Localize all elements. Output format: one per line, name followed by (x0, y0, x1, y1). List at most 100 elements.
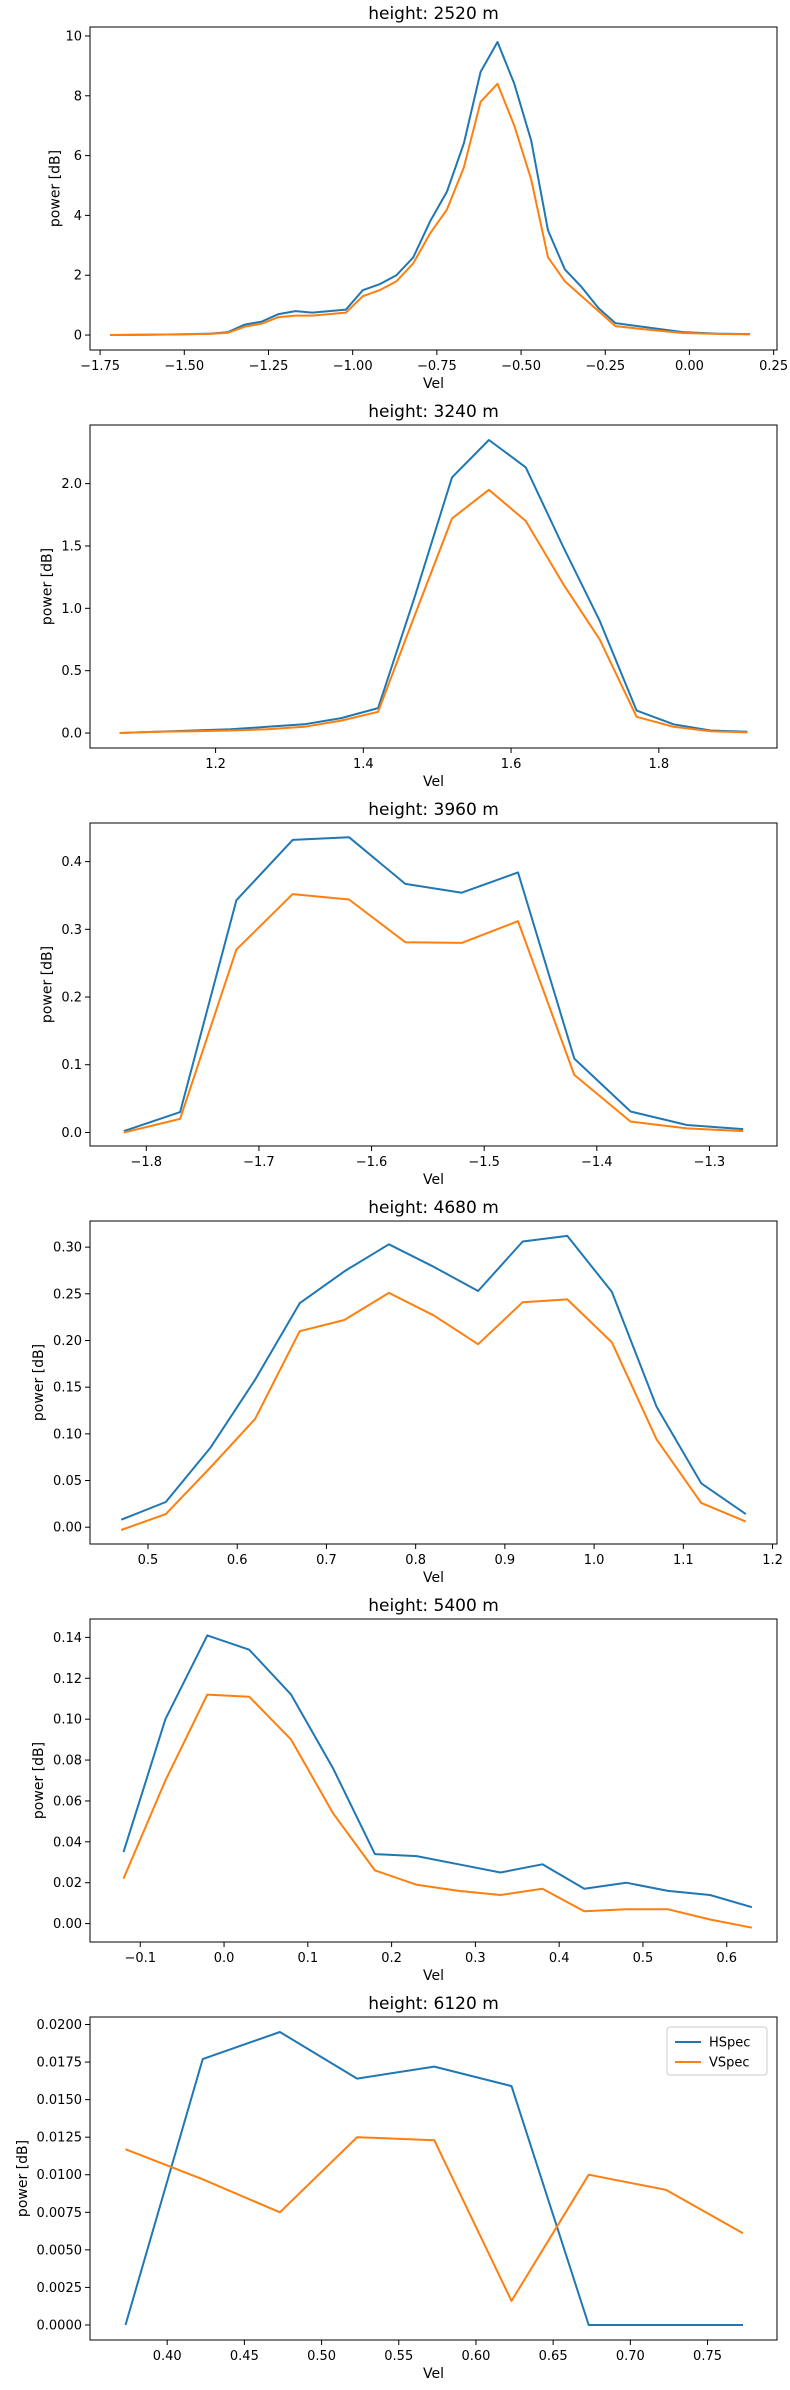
panel-3: height: 3960 m −1.8 −1.7 −1.6 −1.5 −1.4 −1.3 0.… (39, 800, 778, 1188)
y-tick-label: 0.08 (53, 1754, 82, 1769)
x-tick-label: −1.00 (333, 359, 373, 374)
y-axis-label: power [dB] (48, 150, 64, 227)
legend-label-vspec: VSpec (709, 2056, 750, 2071)
x-tick-label: 0.40 (153, 2349, 182, 2364)
y-tick-label: 0.04 (53, 1835, 82, 1850)
x-tick-label: 0.70 (616, 2349, 645, 2364)
x-tick-label: −1.8 (131, 1155, 163, 1170)
x-tick-label: 1.2 (762, 1553, 783, 1568)
x-tick-label: 0.1 (297, 1951, 318, 1966)
plot-frame (89, 2016, 778, 2341)
y-tick-label: 0.00 (53, 1521, 82, 1536)
panel-4: height: 4680 m 0.5 0.6 0.7 0.8 0.9 1.0 1.1 1.2 0.… (31, 1198, 783, 1586)
y-tick-label: 0.30 (53, 1241, 82, 1256)
chart-title: height: 5400 m (368, 1596, 499, 1616)
x-tick-label: 0.4 (549, 1951, 570, 1966)
y-tick-label: 0.0075 (37, 2206, 83, 2221)
x-tick-label: −1.75 (80, 359, 120, 374)
x-tick-label: −1.25 (249, 359, 289, 374)
y-tick-label: 0.0100 (37, 2168, 83, 2183)
y-tick-label: 0.25 (53, 1287, 82, 1302)
x-tick-label: 1.8 (648, 757, 669, 772)
x-tick-label: 0.9 (495, 1553, 516, 1568)
x-tick-label: 1.2 (205, 757, 226, 772)
plot-frame (89, 1618, 778, 1943)
y-tick-label: 4 (74, 209, 82, 224)
panel-1: height: 2520 m −1.75 −1.50 −1.25 −1.00 −0.75 −… (48, 4, 789, 392)
x-tick-label: −1.3 (694, 1155, 726, 1170)
y-axis-label: power [dB] (31, 1344, 47, 1421)
plot-frame (89, 424, 778, 749)
series-line-vspec (123, 893, 744, 1134)
y-tick-label: 0.10 (53, 1713, 82, 1728)
y-tick-label: 0.0000 (37, 2318, 83, 2333)
y-axis-label: power [dB] (31, 1742, 47, 1819)
series-line-vspec (120, 1291, 747, 1531)
y-tick-label: 8 (74, 89, 82, 104)
x-tick-label: 0.2 (381, 1951, 402, 1966)
chart-title: height: 3240 m (368, 402, 499, 422)
chart-title: height: 2520 m (368, 4, 499, 24)
series-line-hspec (120, 1234, 747, 1521)
x-tick-label: −0.50 (501, 359, 541, 374)
x-tick-label: 0.65 (539, 2349, 568, 2364)
x-tick-label: 1.4 (353, 757, 374, 772)
x-tick-label: 0.45 (230, 2349, 259, 2364)
y-tick-label: 0 (74, 329, 82, 344)
x-axis-label: Vel (423, 376, 444, 392)
x-tick-label: −0.1 (124, 1951, 156, 1966)
x-tick-label: 0.5 (138, 1553, 159, 1568)
y-tick-label: 0.02 (53, 1876, 82, 1891)
x-tick-label: 0.3 (465, 1951, 486, 1966)
series-line-vspec (122, 1693, 753, 1929)
x-tick-label: 0.60 (461, 2349, 490, 2364)
x-tick-label: 0.00 (675, 359, 704, 374)
plot-frame (89, 26, 778, 351)
x-tick-label: −1.5 (468, 1155, 500, 1170)
y-tick-label: 0.12 (53, 1672, 82, 1687)
x-tick-label: 0.6 (716, 1951, 737, 1966)
y-tick-label: 0.0200 (37, 2018, 83, 2033)
x-tick-label: −1.7 (243, 1155, 275, 1170)
x-tick-label: 0.7 (316, 1553, 337, 1568)
y-tick-label: 0.05 (53, 1474, 82, 1489)
panel-2: height: 3240 m 1.2 1.4 1.6 1.8 0.0 0.5 1.0 1.5 2.… (39, 402, 778, 790)
x-tick-label: −1.4 (581, 1155, 613, 1170)
y-tick-label: 0.3 (61, 923, 82, 938)
x-tick-label: 1.1 (673, 1553, 694, 1568)
series-line-hspec (119, 439, 748, 734)
y-tick-label: 2.0 (61, 477, 82, 492)
series-line-hspec (123, 836, 744, 1133)
x-tick-label: 0.50 (307, 2349, 336, 2364)
y-tick-label: 0.0 (61, 727, 82, 742)
x-tick-label: 1.6 (501, 757, 522, 772)
x-tick-label: 0.55 (384, 2349, 413, 2364)
series-line-hspec (110, 41, 751, 336)
y-tick-label: 1.0 (61, 602, 82, 617)
y-tick-label: 0.14 (53, 1631, 82, 1646)
legend: HSpec VSpec (666, 2026, 768, 2076)
x-tick-label: 0.25 (759, 359, 788, 374)
series-line-hspec (122, 1634, 753, 1909)
chart-title: height: 4680 m (368, 1198, 499, 1218)
y-tick-label: 0.0025 (37, 2281, 83, 2296)
legend-label-hspec: HSpec (709, 2036, 750, 2051)
y-tick-label: 6 (74, 149, 82, 164)
x-axis-label: Vel (423, 774, 444, 790)
x-tick-label: −1.50 (164, 359, 204, 374)
y-tick-label: 0.0175 (37, 2056, 83, 2071)
y-tick-label: 0.0050 (37, 2243, 83, 2258)
x-tick-label: 0.0 (214, 1951, 235, 1966)
x-axis-label: Vel (423, 2366, 444, 2382)
y-tick-label: 0.0 (61, 1126, 82, 1141)
y-tick-label: 0.0150 (37, 2093, 83, 2108)
x-axis-label: Vel (423, 1172, 444, 1188)
y-tick-label: 0.00 (53, 1917, 82, 1932)
y-tick-label: 10 (65, 29, 82, 44)
y-tick-label: 0.20 (53, 1334, 82, 1349)
y-tick-label: 0.10 (53, 1427, 82, 1442)
x-tick-label: 0.6 (227, 1553, 248, 1568)
plot-frame (89, 1220, 778, 1545)
y-tick-label: 2 (74, 269, 82, 284)
